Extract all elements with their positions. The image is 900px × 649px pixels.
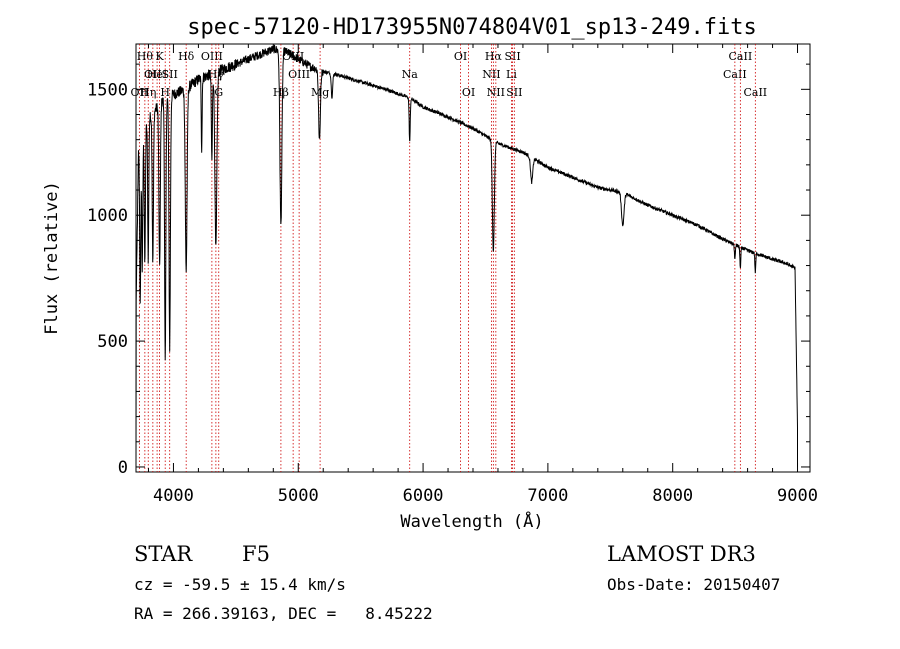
- y-axis: 0 500 1000 1500: [87, 63, 810, 478]
- line-marker-label: Li: [506, 68, 517, 81]
- x-tick-label: 6000: [403, 486, 444, 506]
- plot-frame: [135, 43, 811, 473]
- coordinates: RA = 266.39163, DEC = 8.45222: [134, 604, 433, 623]
- line-marker-label: Na: [402, 68, 419, 81]
- line-marker-label: Mg: [311, 86, 329, 99]
- line-marker-label: NII: [487, 86, 505, 99]
- line-marker-label: HeI: [147, 68, 167, 81]
- line-marker-label: Hθ: [137, 50, 154, 63]
- x-tick-label: 9000: [777, 486, 818, 506]
- line-marker-label: SII: [162, 68, 178, 81]
- line-marker-label: CaII: [743, 86, 767, 99]
- x-tick-label: 4000: [153, 486, 194, 506]
- object-subclass: F5: [242, 542, 270, 566]
- line-marker-label: OII: [144, 68, 162, 81]
- line-marker-label: K: [155, 50, 164, 63]
- line-marker-label: Hδ: [178, 50, 195, 63]
- obs-date: Obs-Date: 20150407: [607, 575, 780, 594]
- y-tick-label: 1500: [87, 80, 128, 100]
- line-marker-label: SII: [506, 86, 522, 99]
- line-marker-label: SII: [504, 50, 520, 63]
- line-marker-label: Hη: [140, 86, 156, 99]
- x-axis: 4000 5000 6000 7000 8000 9000: [147, 44, 818, 506]
- redshift-annotation: cz = -59.5 ± 15.4 km/s: [134, 575, 346, 594]
- x-tick-label: 8000: [652, 486, 693, 506]
- line-marker-label: OIII: [201, 50, 223, 63]
- line-marker-label: G: [214, 86, 223, 99]
- y-axis-label: Flux (relative): [42, 181, 62, 335]
- x-axis-label: Wavelength (Å): [400, 510, 543, 532]
- x-tick-label: 5000: [278, 486, 319, 506]
- line-marker-label: Hβ: [273, 86, 289, 99]
- line-marker-label: CaII: [723, 68, 747, 81]
- spectrum-line: [135, 44, 798, 468]
- line-marker-label: CaII: [729, 50, 753, 63]
- y-tick-label: 1000: [87, 206, 128, 226]
- line-marker-label: OIII: [288, 68, 310, 81]
- line-marker-label: Hα: [485, 50, 503, 63]
- y-tick-label: 500: [97, 332, 128, 352]
- line-marker-label: OI: [462, 86, 475, 99]
- survey-name: LAMOST DR3: [607, 542, 756, 566]
- object-class: STAR: [134, 542, 193, 566]
- line-marker-label: NII: [482, 68, 500, 81]
- x-tick-label: 7000: [527, 486, 568, 506]
- line-marker-label: OI: [454, 50, 467, 63]
- chart-title: spec-57120-HD173955N074804V01_sp13-249.f…: [187, 15, 757, 40]
- line-marker-label: H: [160, 86, 170, 99]
- y-tick-label: 0: [118, 458, 128, 478]
